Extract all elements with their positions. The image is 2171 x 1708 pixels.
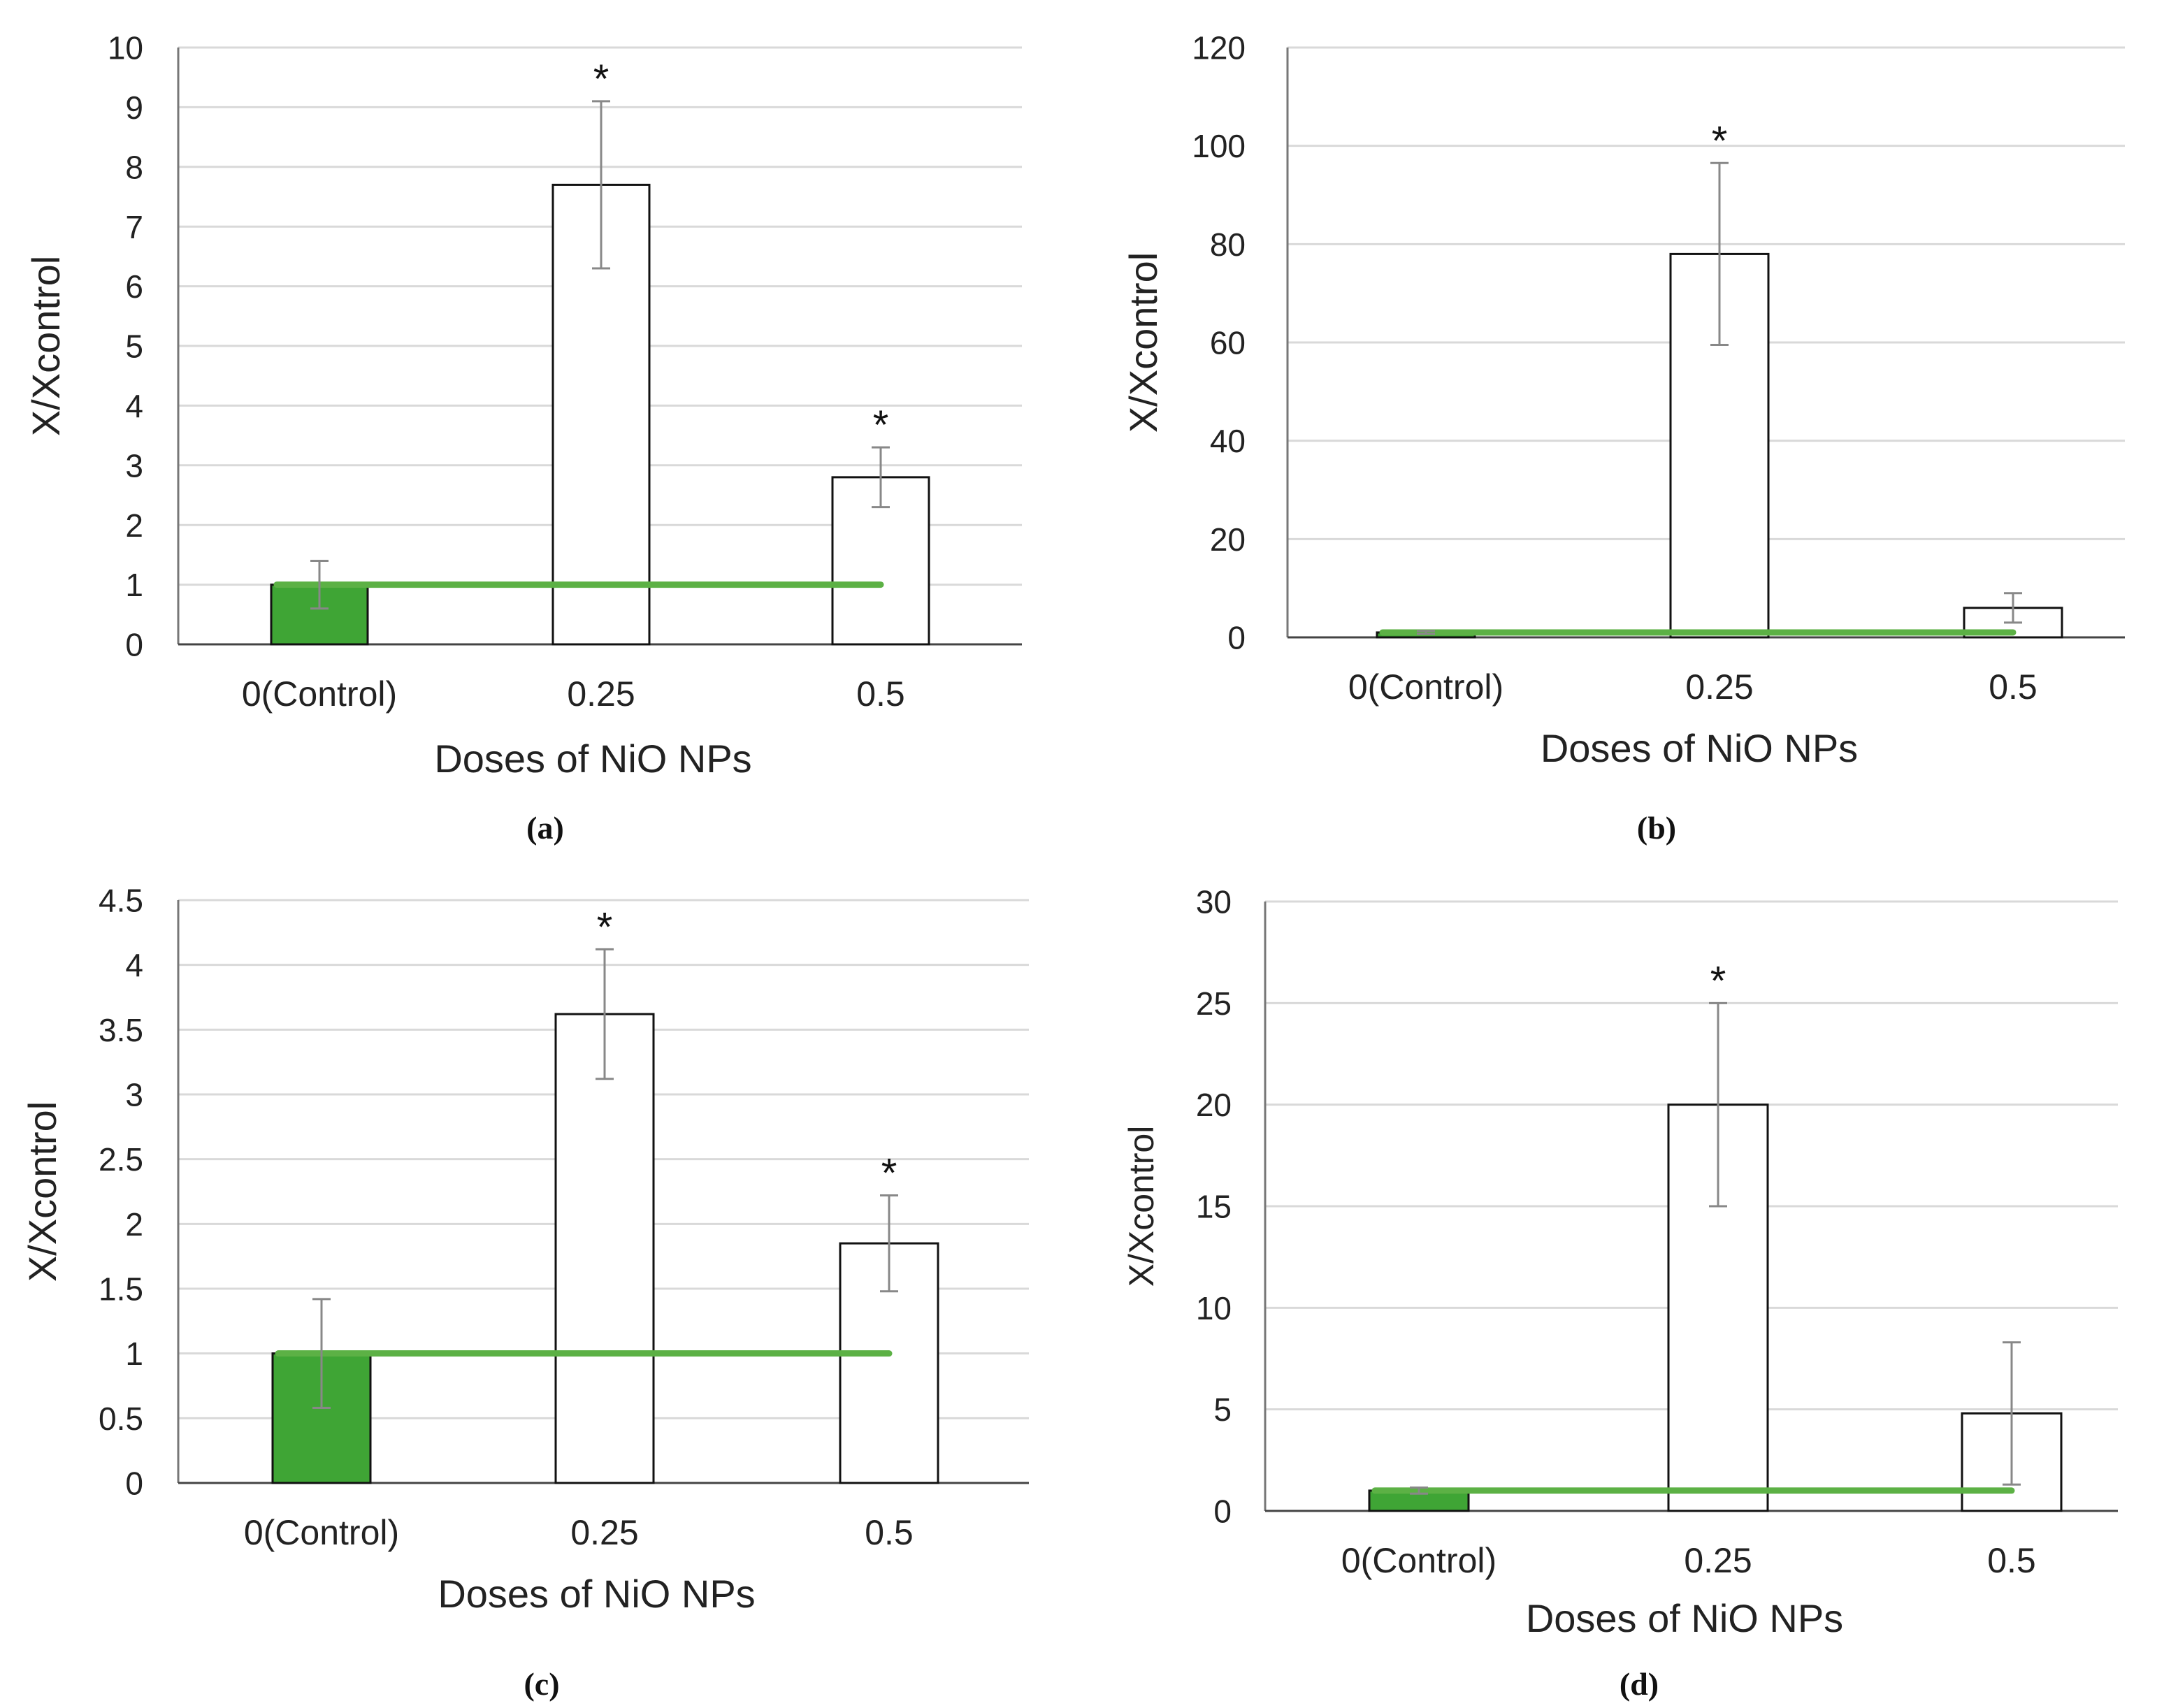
chart-panel-1: 0 1 2 3 4 5 6 7 8 9 10 * * 0(Control) 0.25 0.5 Doses of … <box>24 30 1022 846</box>
y-axis-title: X/Xcontrol <box>20 1101 64 1282</box>
y-tick-label: 5 <box>125 328 143 365</box>
y-tick-label: 8 <box>125 149 143 185</box>
y-tick-label: 1 <box>125 567 143 603</box>
significance-star: * <box>1712 118 1728 164</box>
y-tick-label: 1.5 <box>99 1271 143 1308</box>
y-tick-label: 40 <box>1210 423 1246 459</box>
y-axis-title: X/Xcontrol <box>1121 252 1165 433</box>
y-tick-label: 3.5 <box>99 1012 143 1048</box>
x-tick-label: 0.5 <box>865 1513 914 1552</box>
y-tick-label: 3 <box>125 1077 143 1113</box>
y-tick-label: 2 <box>125 1206 143 1243</box>
y-tick-label: 9 <box>125 89 143 126</box>
y-tick-label: 4 <box>125 947 143 983</box>
chart-panel-3: 0 0.5 1 1.5 2 2.5 3 3.5 4 4.5 * * 0(Control) 0.25 0.5 D… <box>20 883 1029 1702</box>
significance-star: * <box>873 403 889 448</box>
y-tick-label: 30 <box>1196 884 1232 920</box>
x-tick-label: 0(Control) <box>1341 1541 1496 1580</box>
y-tick-label: 80 <box>1210 226 1246 263</box>
y-tick-label: 10 <box>1196 1290 1232 1326</box>
y-tick-label: 10 <box>108 30 143 66</box>
x-tick-label: 0.5 <box>856 674 905 714</box>
bar <box>554 1013 655 1484</box>
y-axis-title: X/Xcontrol <box>24 256 68 436</box>
panel-label: (a) <box>526 810 564 846</box>
x-tick-label: 0(Control) <box>1348 667 1503 707</box>
x-tick-label: 0.25 <box>567 674 635 714</box>
significance-star: * <box>1710 958 1726 1004</box>
y-tick-label: 0 <box>125 1465 143 1502</box>
panel-label: (d) <box>1620 1666 1659 1702</box>
y-tick-label: 3 <box>125 447 143 484</box>
x-tick-label: 0.5 <box>1989 667 2037 707</box>
y-tick-label: 120 <box>1192 30 1246 66</box>
x-tick-label: 0.25 <box>1684 1541 1752 1580</box>
y-tick-label: 4.5 <box>99 883 143 919</box>
x-tick-label: 0(Control) <box>242 674 397 714</box>
y-tick-label: 2.5 <box>99 1141 143 1178</box>
significance-star: * <box>597 904 613 950</box>
x-axis-title: Doses of NiO NPs <box>1541 726 1858 770</box>
y-tick-label: 100 <box>1192 128 1246 164</box>
x-axis-title: Doses of NiO NPs <box>438 1572 755 1616</box>
significance-star: * <box>593 57 610 102</box>
y-tick-label: 1 <box>125 1336 143 1372</box>
y-tick-label: 20 <box>1196 1087 1232 1123</box>
y-tick-label: 0 <box>1227 620 1246 656</box>
y-tick-label: 7 <box>125 209 143 245</box>
y-tick-label: 5 <box>1213 1391 1232 1428</box>
x-tick-label: 0.25 <box>1685 667 1753 707</box>
y-tick-label: 60 <box>1210 325 1246 361</box>
y-tick-label: 15 <box>1196 1189 1232 1225</box>
y-tick-label: 2 <box>125 507 143 544</box>
x-tick-label: 0.25 <box>570 1513 638 1552</box>
chart-panel-4: 0 5 10 15 20 25 30 * 0(Control) 0.25 0.5 Doses of N… <box>1122 884 2118 1702</box>
y-tick-label: 0 <box>125 627 143 663</box>
y-tick-label: 4 <box>125 388 143 424</box>
x-tick-label: 0.5 <box>1987 1541 2036 1580</box>
y-axis-title: X/Xcontrol <box>1122 1126 1161 1287</box>
y-tick-label: 20 <box>1210 521 1246 558</box>
significance-star: * <box>881 1151 897 1196</box>
x-axis-title: Doses of NiO NPs <box>434 737 751 781</box>
x-tick-label: 0(Control) <box>244 1513 399 1552</box>
x-axis-title: Doses of NiO NPs <box>1526 1596 1843 1640</box>
y-tick-label: 6 <box>125 268 143 305</box>
chart-panel-2: 0 20 40 60 80 100 120 * 0(Control) 0.25 0.5 Doses o… <box>1121 30 2125 846</box>
panel-label: (c) <box>524 1666 559 1702</box>
y-tick-label: 0.5 <box>99 1401 143 1437</box>
y-tick-label: 0 <box>1213 1493 1232 1530</box>
panel-label: (b) <box>1637 810 1676 846</box>
y-tick-label: 25 <box>1196 985 1232 1022</box>
